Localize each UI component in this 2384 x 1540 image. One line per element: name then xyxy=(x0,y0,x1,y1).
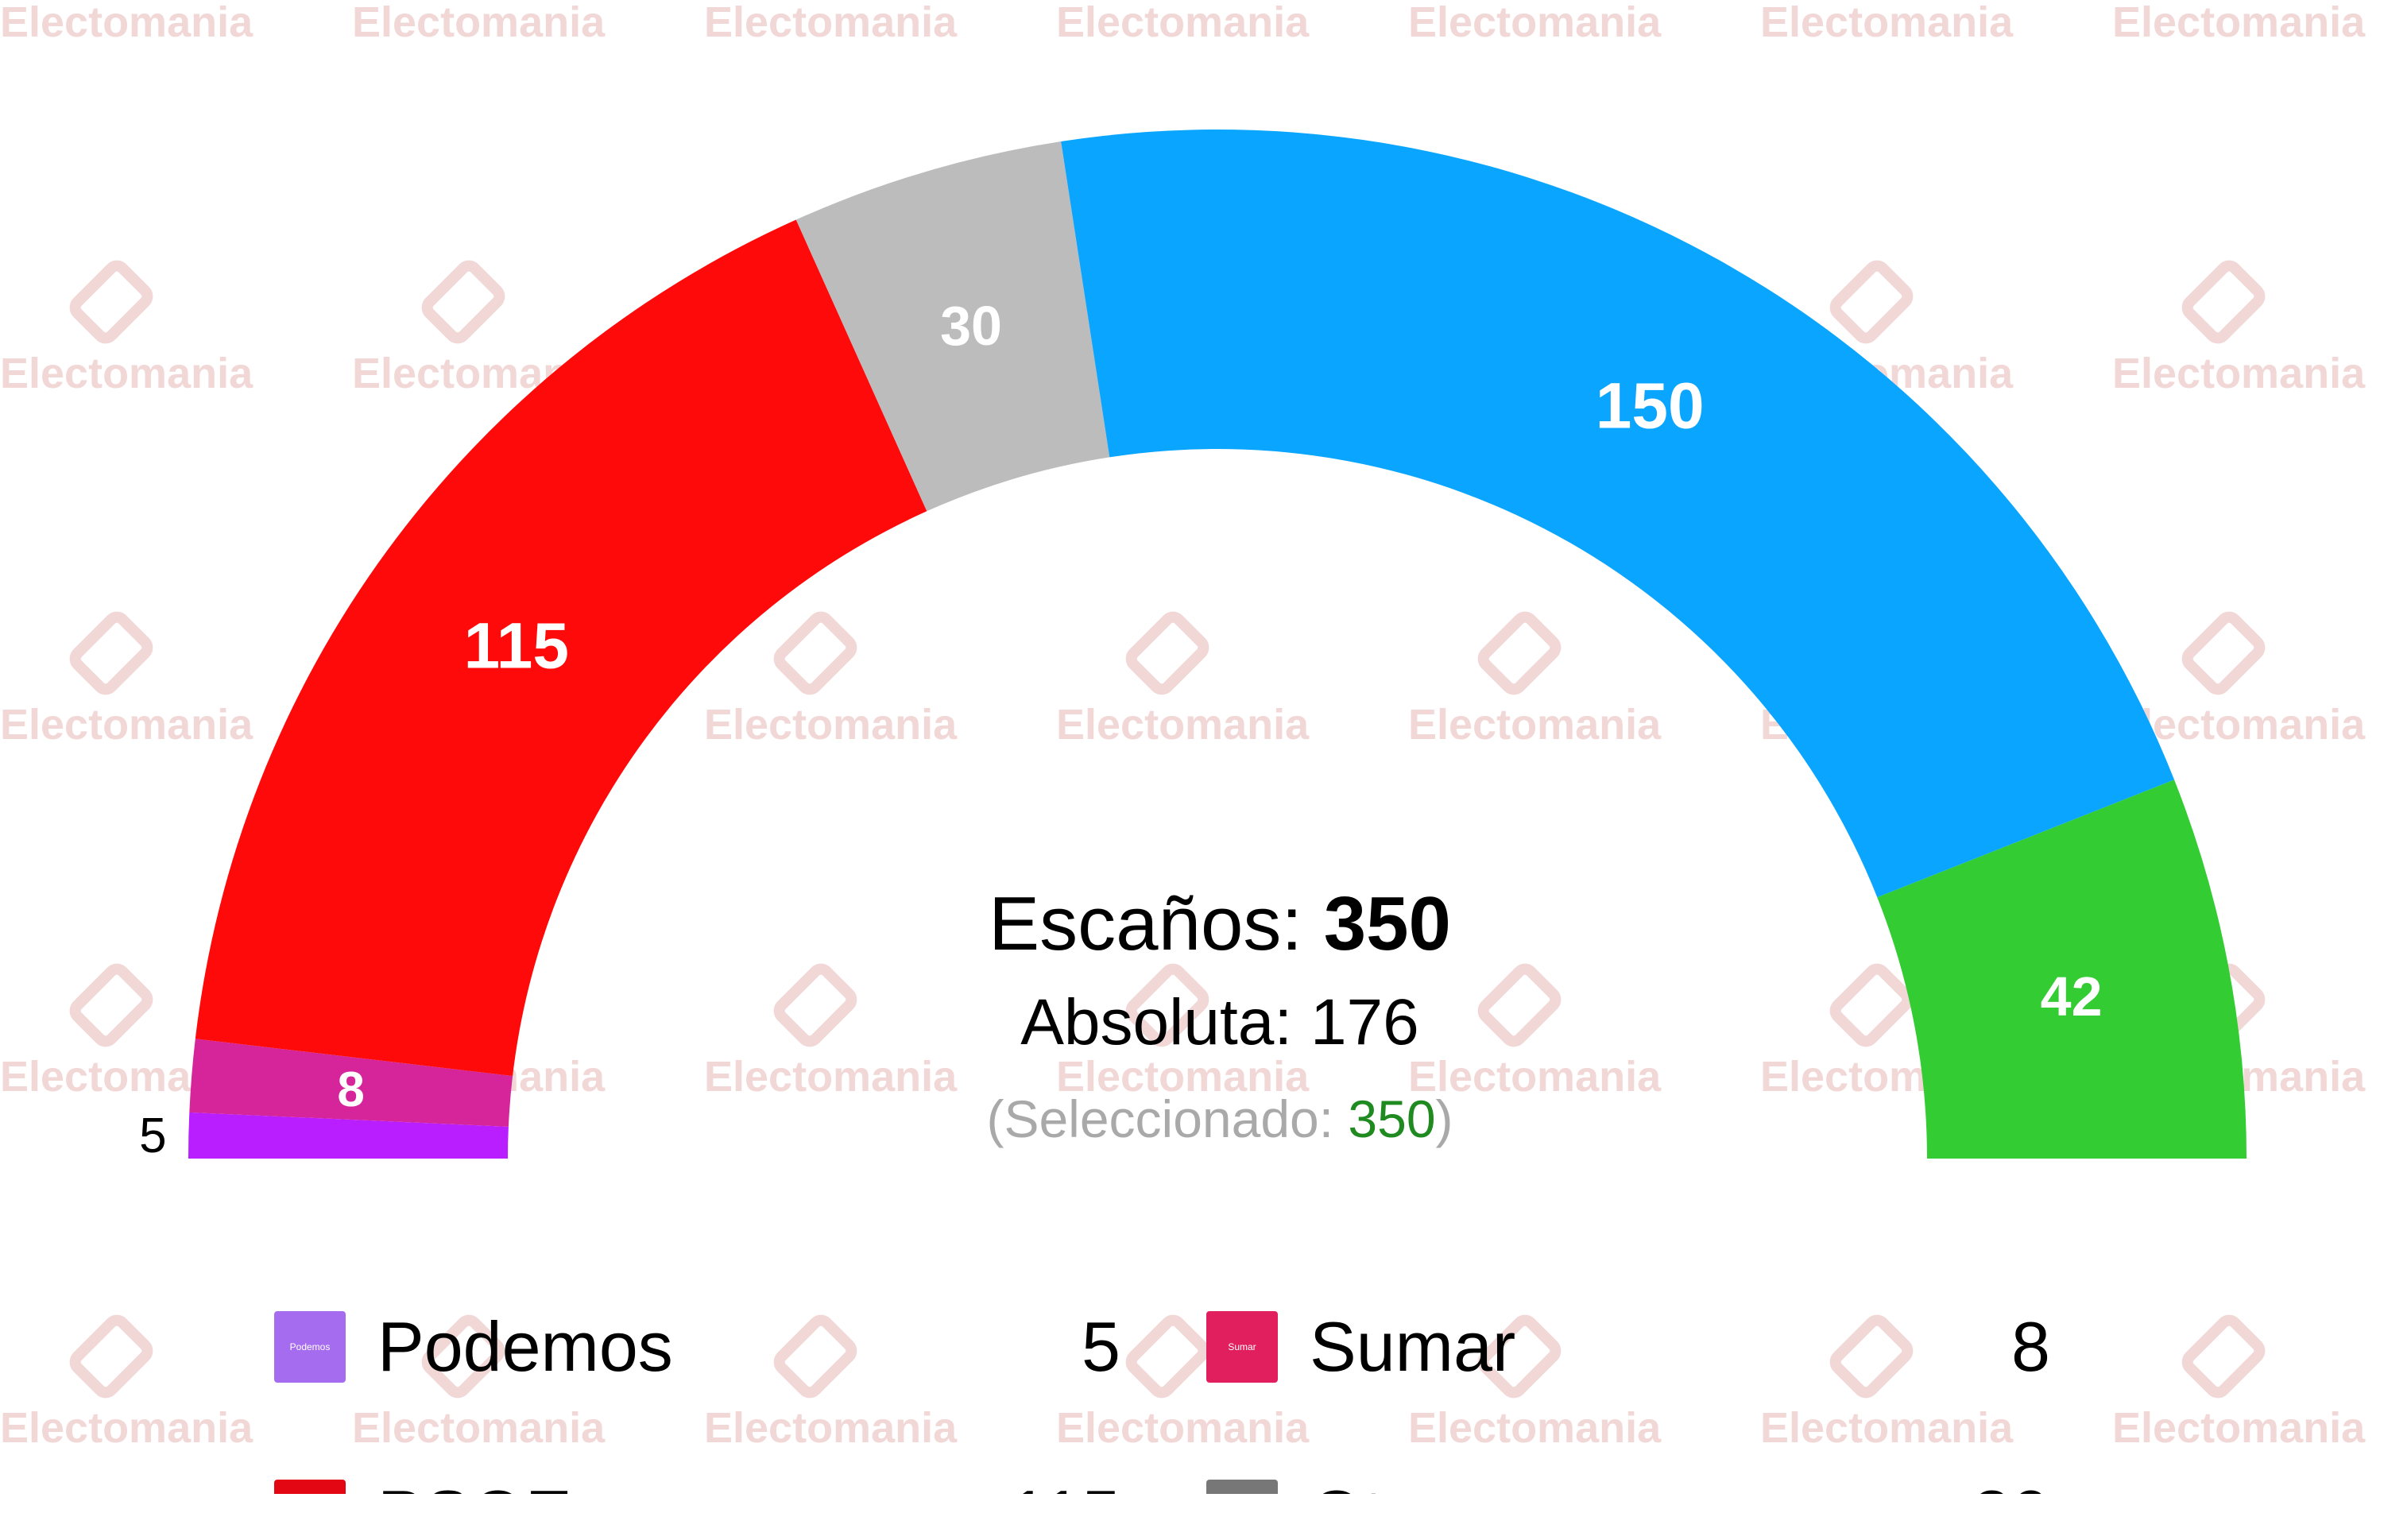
podemos-logo-text: Podemos xyxy=(289,1341,331,1352)
segment-label-pp: 150 xyxy=(1596,370,1705,442)
selected-value: 350 xyxy=(1348,1089,1436,1148)
watermark-text: Electomania xyxy=(352,0,606,46)
watermark-logo-icon xyxy=(1125,963,1209,1047)
watermark-text: Electomania xyxy=(0,350,253,397)
seats-total: Escaños: 350 xyxy=(795,880,1645,968)
sumar-logo-icon: Sumar xyxy=(1206,1311,1278,1383)
psoe-logo-icon xyxy=(274,1480,346,1494)
legend-name: Otros xyxy=(1310,1475,1480,1494)
segment-label-vox: 42 xyxy=(2041,965,2103,1027)
legend-value-otros: 30 xyxy=(1891,1472,2050,1494)
watermark-text: Electomania xyxy=(704,1053,958,1101)
watermark-text: Electomania xyxy=(2112,1404,2366,1452)
legend-name: Podemos xyxy=(377,1307,673,1386)
watermark-text: Electomania xyxy=(1408,1404,1662,1452)
majority-label: Absoluta: xyxy=(1020,986,1293,1058)
watermark-text: Electomania xyxy=(0,701,253,749)
segment-psoe[interactable] xyxy=(195,219,927,1077)
watermark-logo-icon xyxy=(773,963,857,1047)
watermark-text: Electomania xyxy=(704,0,958,46)
segment-label-otros: 30 xyxy=(940,295,1002,357)
legend-value-sumar: 8 xyxy=(2011,1307,2050,1386)
watermark-logo-icon xyxy=(2181,611,2266,695)
seats-value: 350 xyxy=(1323,881,1451,966)
watermark-text: Electomania xyxy=(0,0,253,46)
legend-item-podemos[interactable]: Podemos Podemos xyxy=(274,1303,673,1391)
watermark-logo-icon xyxy=(69,1314,153,1399)
hemicycle-labels: 5 8 115 30 150 42 xyxy=(139,295,2102,1163)
hemicycle-segments xyxy=(188,130,2247,1159)
watermark-text: Electomania xyxy=(1408,1053,1662,1101)
watermark-logo-icon xyxy=(773,611,857,695)
segment-label-psoe: 115 xyxy=(464,610,569,683)
legend-name: Sumar xyxy=(1310,1307,1516,1386)
sumar-logo-text: Sumar xyxy=(1228,1341,1256,1352)
watermark-logo-icon xyxy=(421,1314,505,1399)
otros-logo-icon xyxy=(1206,1480,1278,1494)
segment-label-podemos: 5 xyxy=(139,1109,166,1163)
watermark-logo-icon xyxy=(69,260,153,344)
watermark-text: Electomania xyxy=(1760,0,2014,46)
watermark-text: Electomania xyxy=(1056,701,1310,749)
legend-value-podemos: 5 xyxy=(1082,1307,1120,1386)
watermark-logo-icon xyxy=(1829,963,1914,1047)
watermark-logo-icon xyxy=(421,260,505,344)
watermark-logo-icon xyxy=(1829,1314,1914,1399)
watermark-text: Electomania xyxy=(1056,0,1310,46)
watermark-text: Electomania xyxy=(1056,1053,1310,1101)
watermark-text: Electomania xyxy=(0,1404,253,1452)
watermark-logo-icon xyxy=(69,611,153,695)
watermark-logo-icon xyxy=(2181,260,2266,344)
selected-close: ) xyxy=(1435,1089,1453,1148)
watermark-logo-icon xyxy=(773,1314,857,1399)
watermark-logo-icon xyxy=(1829,260,1914,344)
watermark-logo-icon xyxy=(1125,1314,1209,1399)
segment-podemos[interactable] xyxy=(188,1112,509,1159)
watermark-logo-icon xyxy=(1125,611,1209,695)
selected-seats: (Seleccionado: 350) xyxy=(795,1089,1645,1149)
legend-name: PSOE xyxy=(377,1475,572,1494)
watermark-logo-icon xyxy=(1477,611,1562,695)
watermark-text: Electomania xyxy=(1760,1404,2014,1452)
watermark-text: Electomania xyxy=(704,701,958,749)
legend-value-psoe: 115 xyxy=(962,1472,1120,1494)
watermark-text: Electomania xyxy=(1056,1404,1310,1452)
watermark-logo-icon xyxy=(1477,963,1562,1047)
segment-otros[interactable] xyxy=(795,141,1110,512)
watermark-logo-icon xyxy=(1477,1314,1562,1399)
watermark-text: Electomania xyxy=(2112,350,2366,397)
segment-sumar[interactable] xyxy=(189,1039,513,1127)
segment-pp[interactable] xyxy=(1061,130,2175,898)
podemos-logo-icon: Podemos xyxy=(274,1311,346,1383)
majority-value: 176 xyxy=(1310,986,1419,1058)
watermark-text: Electomania xyxy=(704,1404,958,1452)
watermark-text: Electomania xyxy=(352,1404,606,1452)
watermark-logo-icon xyxy=(69,963,153,1047)
seats-label: Escaños: xyxy=(989,881,1303,966)
legend-item-otros[interactable]: Otros xyxy=(1206,1472,1480,1494)
watermark-text: Electomania xyxy=(1408,701,1662,749)
segment-label-sumar: 8 xyxy=(337,1062,364,1117)
absolute-majority: Absoluta: 176 xyxy=(795,985,1645,1060)
selected-open: (Seleccionado: xyxy=(986,1089,1349,1148)
legend: Podemos Podemos 5 Sumar Sumar 8 PSOE 115… xyxy=(0,1303,2384,1494)
segment-vox[interactable] xyxy=(1877,780,2247,1159)
legend-item-psoe[interactable]: PSOE xyxy=(274,1472,572,1494)
watermark-text: Electomania xyxy=(2112,0,2366,46)
watermark-logo-icon xyxy=(2181,1314,2266,1399)
watermark-text: Electomania xyxy=(1408,0,1662,46)
legend-item-sumar[interactable]: Sumar Sumar xyxy=(1206,1303,1515,1391)
